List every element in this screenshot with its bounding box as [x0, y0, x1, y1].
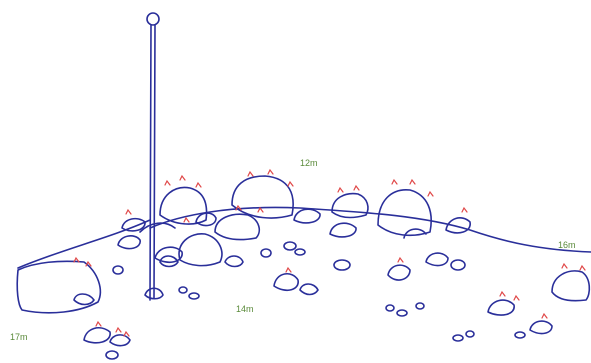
label-12m: 12m: [300, 158, 318, 168]
ground-outline-left: [17, 219, 151, 269]
rock-cluster-bottom: [83, 262, 591, 360]
label-14m: 14m: [236, 304, 254, 314]
ground-outline-right: [149, 206, 591, 253]
rock-cluster-center: [117, 168, 294, 267]
label-17m: 17m: [10, 332, 28, 342]
boulder-left: [16, 256, 102, 314]
pole: [146, 12, 160, 301]
rock-cluster-right: [293, 178, 471, 239]
label-16m: 16m: [558, 240, 576, 250]
pebbles-middle: [73, 241, 466, 317]
